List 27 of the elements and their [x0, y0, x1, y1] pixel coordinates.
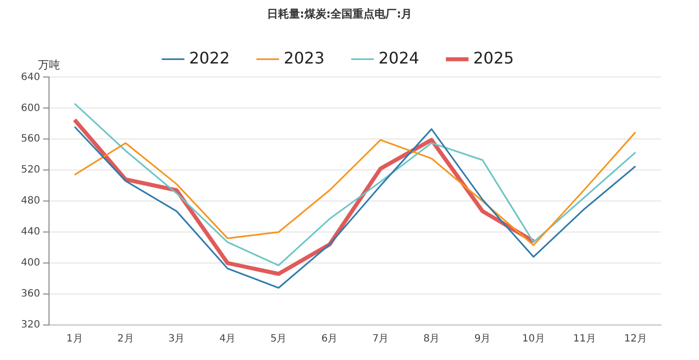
y-tick-label: 480 — [20, 196, 40, 207]
y-tick-label: 520 — [20, 164, 40, 176]
y-tick-label: 600 — [20, 102, 40, 114]
legend-label: 2023 — [284, 48, 324, 68]
x-tick-label: 8月 — [423, 334, 440, 345]
y-tick-label: 320 — [20, 320, 40, 331]
x-tick-label: 4月 — [219, 334, 236, 345]
x-tick-label: 7月 — [372, 334, 389, 345]
x-tick-label: 11月 — [573, 334, 596, 345]
y-tick-label: 560 — [20, 134, 40, 145]
chart-title: 日耗量:煤炭:全国重点电厂:月 — [266, 7, 412, 20]
y-tick-label: 400 — [20, 258, 40, 269]
legend-label: 2024 — [378, 48, 420, 68]
legend-label: 2022 — [189, 48, 230, 68]
y-axis-title: 万吨 — [38, 58, 60, 72]
y-tick-label: 640 — [20, 72, 40, 83]
x-tick-label: 10月 — [522, 334, 545, 345]
y-tick-label: 440 — [20, 226, 40, 238]
x-tick-label: 5月 — [270, 334, 287, 345]
x-tick-label: 3月 — [168, 334, 185, 345]
y-tick-label: 360 — [20, 288, 40, 300]
x-tick-label: 9月 — [474, 334, 491, 345]
x-tick-label: 12月 — [624, 334, 647, 345]
legend-label: 2025 — [473, 48, 514, 68]
x-tick-label: 2月 — [117, 334, 134, 345]
x-tick-label: 1月 — [66, 334, 83, 345]
x-tick-label: 6月 — [321, 334, 338, 345]
